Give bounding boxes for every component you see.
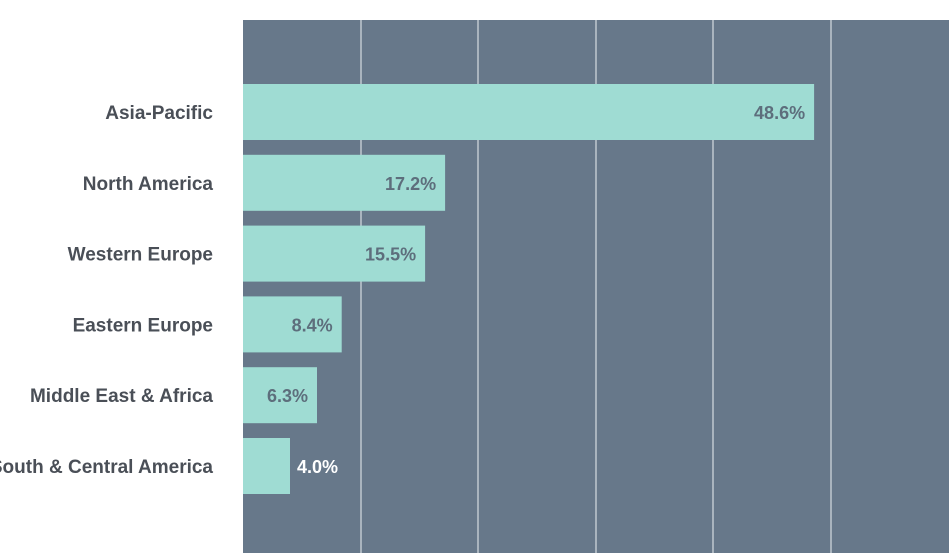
bar (243, 154, 446, 211)
value-label: 8.4% (292, 315, 333, 335)
category-label: South & Central America (0, 457, 213, 478)
bars (243, 84, 815, 494)
value-label: 15.5% (365, 245, 416, 265)
bar (243, 438, 290, 494)
category-label: Middle East & Africa (30, 386, 213, 407)
value-labels: 48.6% 17.2% 15.5% 8.4% 6.3% 4.0% (267, 103, 805, 477)
bar (243, 367, 317, 424)
category-label: Western Europe (68, 245, 213, 266)
category-labels: Asia-Pacific North America Western Europe E… (0, 103, 213, 478)
category-label: Eastern Europe (73, 315, 213, 336)
value-label: 4.0% (297, 457, 338, 477)
value-label: 6.3% (267, 386, 308, 406)
bar (243, 225, 426, 282)
category-label: Asia-Pacific (105, 103, 213, 124)
bar (243, 84, 815, 140)
value-label: 48.6% (754, 103, 805, 123)
bar (243, 296, 342, 353)
value-label: 17.2% (385, 174, 436, 194)
category-label: North America (83, 174, 214, 195)
